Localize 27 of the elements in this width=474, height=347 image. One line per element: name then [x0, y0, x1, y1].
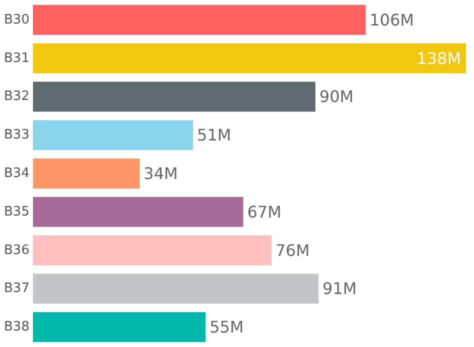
data-label: 76M	[275, 240, 310, 260]
y-tick-label: B35	[4, 204, 30, 220]
bar	[33, 120, 194, 150]
data-label: 51M	[197, 126, 232, 145]
y-tick-label: B31	[4, 50, 30, 66]
bar	[33, 82, 316, 112]
bar	[33, 158, 140, 188]
y-tick-label: B36	[4, 242, 30, 258]
y-tick-label: B34	[4, 166, 30, 181]
bar	[33, 196, 244, 227]
y-tick-label: B32	[4, 89, 30, 104]
data-label: 106M	[370, 10, 414, 30]
data-label: 90M	[319, 87, 354, 106]
bar	[33, 4, 366, 35]
bar	[33, 274, 319, 304]
y-tick-label: B30	[4, 12, 30, 28]
y-tick-label: B37	[4, 281, 30, 296]
data-label: 91M	[322, 279, 357, 298]
bar	[33, 312, 206, 342]
data-label: 67M	[247, 202, 282, 222]
y-tick-label: B33	[4, 128, 30, 143]
bar	[33, 235, 272, 266]
data-label: 34M	[144, 164, 178, 183]
data-label: 138M	[416, 48, 461, 68]
y-tick-label: B38	[4, 320, 30, 335]
data-label: 55M	[210, 318, 244, 337]
bar	[33, 43, 466, 74]
